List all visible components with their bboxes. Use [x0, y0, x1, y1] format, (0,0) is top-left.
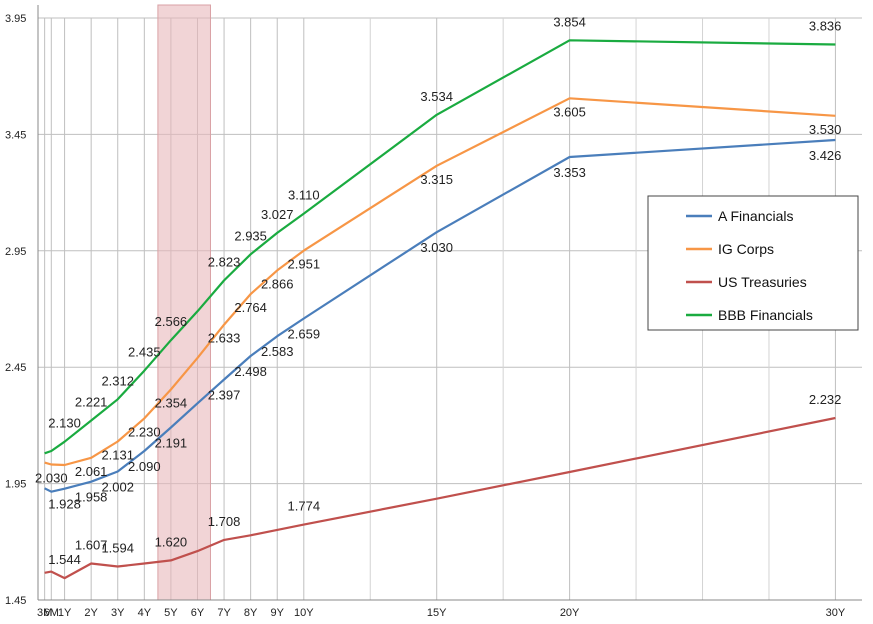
data-label: 1.928 [48, 497, 81, 512]
legend-label: IG Corps [718, 241, 774, 257]
data-label: 3.534 [420, 89, 453, 104]
data-label: 3.110 [288, 188, 320, 203]
data-label: 2.566 [155, 314, 188, 329]
y-tick-label: 3.45 [5, 129, 26, 141]
data-label: 3.836 [809, 19, 842, 34]
x-tick-label: 6M [44, 607, 59, 619]
x-tick-label: 10Y [294, 607, 314, 619]
data-label: 2.823 [208, 254, 241, 269]
x-tick-label: 20Y [560, 607, 580, 619]
x-tick-label: 4Y [138, 607, 152, 619]
legend-label: US Treasuries [718, 274, 807, 290]
highlight-band-layer [157, 4, 211, 601]
data-label: 2.230 [128, 424, 161, 439]
data-label: 1.774 [288, 499, 321, 514]
x-tick-label: 2Y [84, 607, 98, 619]
legend-label: BBB Financials [718, 307, 813, 323]
data-label: 2.435 [128, 345, 161, 360]
data-label: 2.935 [234, 228, 267, 243]
data-label: 2.002 [101, 479, 134, 494]
data-label: 2.131 [101, 447, 134, 462]
x-tick-label: 5Y [164, 607, 178, 619]
data-label: 2.354 [155, 396, 188, 411]
x-tick-label: 1Y [58, 607, 72, 619]
data-label: 1.607 [75, 537, 108, 552]
data-label: 1.620 [155, 534, 188, 549]
y-tick-label: 1.95 [5, 479, 26, 491]
data-label: 2.090 [128, 459, 161, 474]
data-label: 2.312 [101, 373, 134, 388]
data-label: 2.232 [809, 392, 842, 407]
series-line-a-financials [44, 138, 836, 493]
series-line-ig-corps [44, 97, 836, 467]
data-label: 3.854 [553, 14, 586, 29]
x-tick-label: 6Y [191, 607, 205, 619]
y-tick-label: 2.45 [5, 362, 26, 374]
y-tick-label: 1.45 [5, 595, 26, 607]
data-label: 2.764 [234, 300, 267, 315]
data-label: 3.315 [420, 172, 453, 187]
highlight-band [157, 4, 211, 601]
data-label: 2.061 [75, 464, 108, 479]
data-label: 2.583 [261, 344, 294, 359]
y-tick-label: 3.95 [5, 13, 26, 25]
data-label: 3.027 [261, 207, 294, 222]
data-label: 2.397 [208, 388, 241, 403]
data-label: 2.659 [288, 327, 321, 342]
legend-label: A Financials [718, 208, 793, 224]
data-label: 1.708 [208, 514, 241, 529]
data-label: 3.353 [553, 165, 586, 180]
series-line-bbb-financials [44, 39, 836, 455]
legend-box [647, 195, 859, 331]
x-tick-label: 3Y [111, 607, 125, 619]
y-tick-label: 2.95 [5, 246, 26, 258]
x-tick-label: 30Y [826, 607, 846, 619]
data-label: 2.221 [75, 395, 108, 410]
x-tick-label: 3M [37, 607, 52, 619]
data-label: 3.426 [809, 148, 842, 163]
data-label: 2.633 [208, 331, 241, 346]
x-tick-label: 8Y [244, 607, 258, 619]
data-label: 2.191 [155, 435, 188, 450]
data-label: 2.498 [234, 364, 267, 379]
legend: A Financials IG Corps US Treasuries BBB Fin… [647, 195, 859, 331]
x-tick-label: 7Y [217, 607, 231, 619]
data-label: 2.951 [288, 257, 321, 272]
x-tick-label: 15Y [427, 607, 447, 619]
data-label: 1.594 [101, 540, 134, 555]
series-line-us-treasuries [44, 416, 836, 580]
data-label: 3.530 [809, 122, 842, 137]
data-label: 2.030 [35, 471, 68, 486]
x-tick-label: 9Y [270, 607, 284, 619]
data-label: 2.130 [48, 416, 81, 431]
data-label: 2.866 [261, 276, 294, 291]
series-lines [44, 39, 836, 580]
data-label: 3.030 [420, 240, 453, 255]
data-label: 1.958 [75, 490, 108, 505]
data-label: 3.605 [553, 104, 586, 119]
data-label: 1.544 [48, 552, 81, 567]
